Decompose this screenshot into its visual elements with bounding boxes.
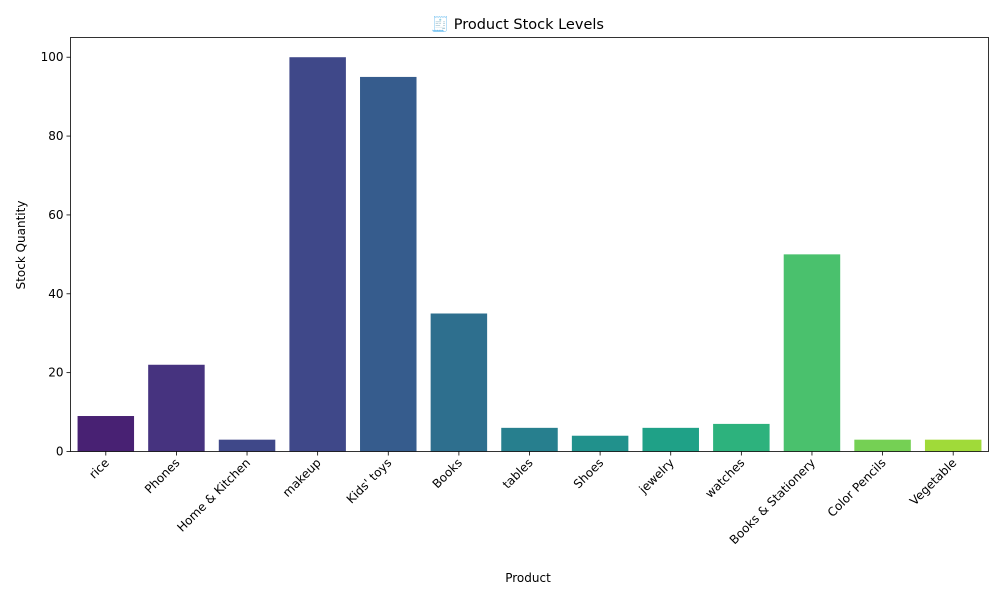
bars-layer [77, 57, 982, 452]
bar-9 [713, 423, 770, 452]
bar-11 [854, 439, 911, 452]
bar-5 [430, 313, 488, 452]
y-axis-title: Stock Quantity [14, 201, 28, 290]
bar-8 [642, 427, 699, 452]
x-tick-label-5: Books [430, 456, 465, 491]
plot-frame [70, 37, 989, 452]
bar-1 [148, 364, 205, 452]
y-tick-label-0: 0 [56, 445, 64, 459]
bar-3 [289, 57, 346, 452]
x-tick-label-6: tables [500, 456, 536, 492]
bar-0 [77, 416, 135, 452]
x-tick-label-8: jewelry [636, 456, 677, 497]
bar-6 [501, 427, 558, 452]
y-axis: 0 20 40 60 80 100 [41, 50, 71, 459]
chart-title: 🧾 Product Stock Levels [431, 15, 604, 33]
y-tick-label-1: 20 [48, 366, 63, 380]
x-tick-label-7: Shoes [571, 456, 606, 491]
y-tick-label-5: 100 [41, 50, 64, 64]
x-tick-label-9: watches [702, 456, 747, 501]
x-tick-label-3: makeup [280, 456, 324, 500]
x-tick-label-11: Color Pencils [825, 456, 889, 520]
x-tick-label-12: Vegetable [907, 456, 959, 508]
bar-4 [360, 76, 417, 452]
x-tick-label-2: Home & Kitchen [174, 456, 253, 535]
bar-7 [571, 435, 629, 452]
bar-2 [218, 439, 276, 452]
x-tick-label-4: Kids' toys [344, 456, 395, 507]
bar-10 [783, 254, 841, 452]
x-tick-label-1: Phones [142, 456, 183, 497]
x-tick-label-0: rice [86, 456, 112, 482]
y-tick-label-3: 60 [48, 208, 63, 222]
bar-12 [924, 439, 982, 452]
y-tick-label-4: 80 [48, 129, 63, 143]
x-axis-title: Product [505, 571, 551, 585]
y-tick-label-2: 40 [48, 287, 63, 301]
